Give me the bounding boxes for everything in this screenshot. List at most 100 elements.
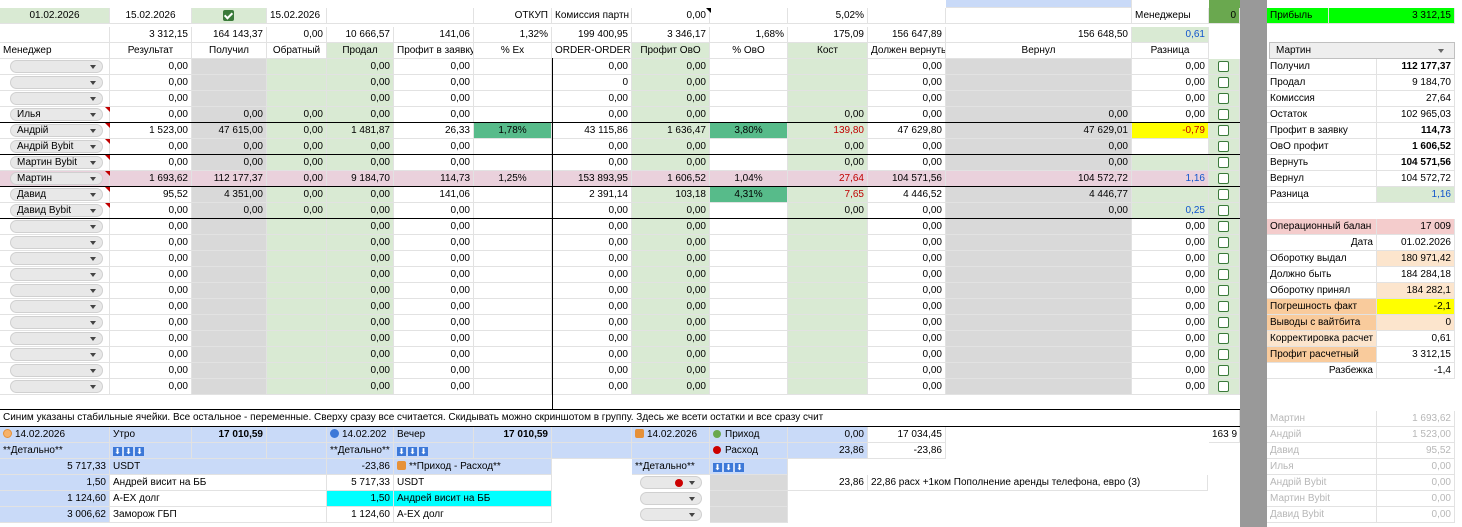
data-cell[interactable]: 0,00 — [110, 267, 192, 283]
checkbox-cell[interactable] — [192, 8, 267, 24]
data-cell[interactable]: 0,00 — [552, 347, 632, 363]
data-cell[interactable]: 0,00 — [632, 235, 710, 251]
data-cell[interactable]: 0,00 — [632, 59, 710, 75]
data-cell[interactable] — [474, 379, 552, 395]
data-cell[interactable] — [788, 91, 868, 107]
manager-cell[interactable] — [0, 155, 110, 171]
date-start[interactable]: 01.02.2026 — [0, 8, 110, 24]
data-cell[interactable]: 4,31% — [710, 187, 788, 203]
column-header[interactable]: Должен вернуть — [868, 43, 946, 59]
panel-ops-value[interactable]: 184 284,18 — [1377, 267, 1455, 283]
data-cell[interactable]: 0,00 — [552, 155, 632, 171]
data-cell[interactable]: 1 481,87 — [327, 123, 394, 139]
data-cell[interactable]: 0,00 — [868, 59, 946, 75]
data-cell[interactable] — [946, 347, 1132, 363]
arrow-buttons[interactable]: ⬇ ⬇ ⬇ — [394, 443, 474, 459]
data-cell[interactable]: 0,00 — [394, 315, 474, 331]
manager-dropdown[interactable] — [10, 60, 103, 73]
data-cell[interactable] — [267, 235, 327, 251]
data-cell[interactable]: 1 523,00 — [110, 123, 192, 139]
manager-dropdown[interactable]: Андрій Bybit — [10, 140, 103, 153]
balance-value[interactable]: 1 124,60 — [0, 491, 110, 507]
data-cell[interactable]: 0,00 — [1132, 315, 1209, 331]
data-cell[interactable]: 0,00 — [1132, 331, 1209, 347]
data-cell[interactable]: 0,00 — [192, 107, 267, 123]
checkbox-icon[interactable] — [1218, 253, 1229, 264]
data-cell[interactable]: 0,00 — [1132, 251, 1209, 267]
data-cell[interactable]: 0,00 — [110, 299, 192, 315]
manager-dropdown[interactable] — [10, 316, 103, 329]
data-cell[interactable] — [267, 379, 327, 395]
data-cell[interactable]: 1 636,47 — [632, 123, 710, 139]
data-cell[interactable] — [710, 379, 788, 395]
data-cell[interactable] — [474, 251, 552, 267]
checkbox-icon[interactable] — [1218, 157, 1229, 168]
data-cell[interactable]: 0,00 — [267, 123, 327, 139]
data-cell[interactable]: 0,00 — [632, 283, 710, 299]
data-cell[interactable]: 0,00 — [394, 267, 474, 283]
data-cell[interactable] — [474, 187, 552, 203]
data-cell[interactable] — [788, 379, 868, 395]
data-cell[interactable]: 0,00 — [552, 139, 632, 155]
empty-top-cell[interactable] — [868, 8, 946, 24]
balance-value[interactable]: 1 124,60 — [327, 507, 394, 523]
data-cell[interactable] — [267, 299, 327, 315]
manager-dropdown[interactable] — [10, 300, 103, 313]
data-cell[interactable]: 114,73 — [394, 171, 474, 187]
data-cell[interactable]: 0,00 — [394, 75, 474, 91]
data-cell[interactable]: 0,00 — [327, 107, 394, 123]
arrow-down-icon[interactable]: ⬇ — [135, 447, 144, 456]
data-cell[interactable]: 0,00 — [394, 363, 474, 379]
data-cell[interactable]: 141,06 — [394, 187, 474, 203]
arrow-buttons[interactable]: ⬇ ⬇ ⬇ — [710, 459, 788, 475]
arrow-down-icon[interactable]: ⬇ — [735, 463, 744, 472]
column-header[interactable]: Профит в заявку — [394, 43, 474, 59]
manager-cell[interactable] — [0, 235, 110, 251]
data-cell[interactable]: 0,00 — [552, 331, 632, 347]
arrow-down-icon[interactable]: ⬇ — [408, 447, 417, 456]
checkbox-icon[interactable] — [1218, 141, 1229, 152]
data-cell[interactable]: 0,00 — [868, 219, 946, 235]
data-cell[interactable] — [788, 315, 868, 331]
detail-cell[interactable]: **Детально** — [632, 459, 710, 475]
data-cell[interactable]: 0,00 — [192, 203, 267, 219]
data-cell[interactable]: 0,00 — [327, 379, 394, 395]
data-cell[interactable]: 1,25% — [474, 171, 552, 187]
balance-value[interactable]: -23,86 — [327, 459, 394, 475]
panel-ops-value[interactable]: 184 282,1 — [1377, 283, 1455, 299]
manager-dropdown[interactable]: Мартин Bybit — [10, 156, 103, 169]
data-cell[interactable]: 0,00 — [327, 251, 394, 267]
data-cell[interactable] — [946, 91, 1132, 107]
data-cell[interactable] — [474, 267, 552, 283]
data-cell[interactable] — [1132, 155, 1209, 171]
data-cell[interactable]: 0,00 — [394, 331, 474, 347]
data-cell[interactable]: 0,00 — [632, 139, 710, 155]
data-cell[interactable]: 0,00 — [552, 235, 632, 251]
data-cell[interactable] — [474, 155, 552, 171]
panel-ops-value[interactable]: -1,4 — [1377, 363, 1455, 379]
panel-ops-value[interactable]: 3 312,15 — [1377, 347, 1455, 363]
manager-cell[interactable] — [0, 59, 110, 75]
data-cell[interactable]: 0,00 — [868, 139, 946, 155]
arrow-down-icon[interactable]: ⬇ — [397, 447, 406, 456]
manager-dropdown[interactable] — [10, 220, 103, 233]
manager-dropdown[interactable]: Илья — [10, 108, 103, 121]
empty-cell[interactable] — [0, 27, 110, 43]
data-cell[interactable] — [788, 331, 868, 347]
data-cell[interactable] — [267, 75, 327, 91]
data-cell[interactable]: 0,00 — [632, 251, 710, 267]
data-cell[interactable]: 0,00 — [552, 219, 632, 235]
data-cell[interactable]: 0,25 — [1132, 203, 1209, 219]
data-cell[interactable] — [946, 235, 1132, 251]
data-cell[interactable]: 0,00 — [110, 107, 192, 123]
manager-dropdown[interactable] — [10, 348, 103, 361]
data-cell[interactable] — [192, 251, 267, 267]
data-cell[interactable]: 0,00 — [327, 299, 394, 315]
data-cell[interactable] — [710, 203, 788, 219]
panel-ops-value[interactable]: -2,1 — [1377, 299, 1455, 315]
data-cell[interactable] — [946, 379, 1132, 395]
data-cell[interactable]: 4 351,00 — [192, 187, 267, 203]
data-cell[interactable] — [710, 107, 788, 123]
data-cell[interactable]: 0,00 — [327, 91, 394, 107]
data-cell[interactable] — [267, 331, 327, 347]
